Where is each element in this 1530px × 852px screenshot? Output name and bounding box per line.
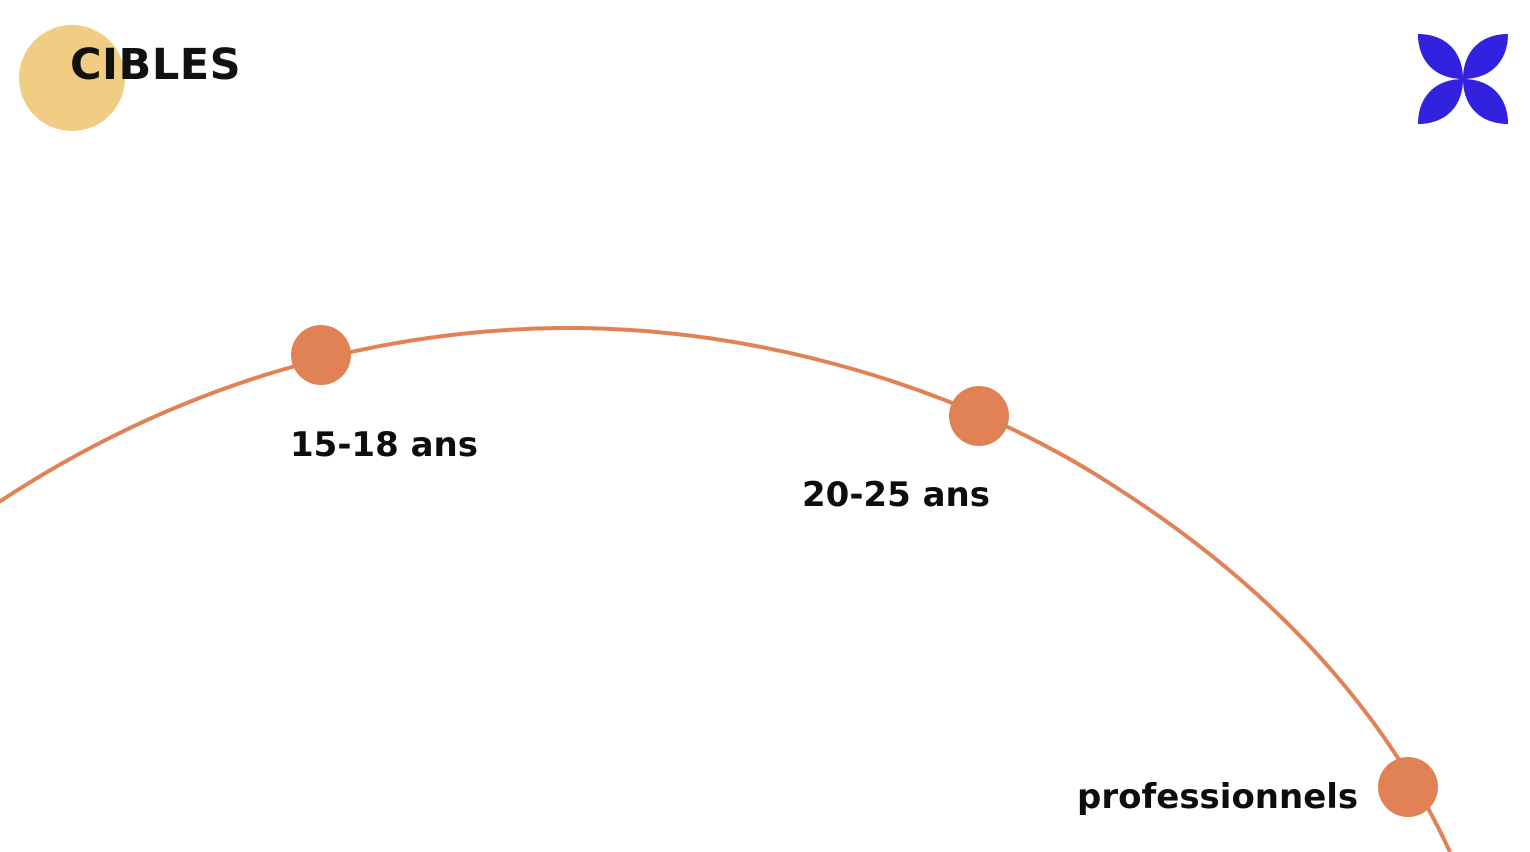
slide-title: CIBLES: [70, 40, 242, 90]
title-accent-circle: [19, 25, 125, 131]
timeline-label-20-25: 20-25 ans: [802, 475, 990, 515]
flower-logo-icon: [1418, 34, 1508, 124]
timeline-node-professionnels: [1378, 757, 1438, 817]
timeline-label-professionnels: professionnels: [1077, 777, 1359, 817]
timeline-arc: [0, 325, 1452, 852]
timeline-node-15-18: [291, 325, 351, 385]
timeline-label-15-18: 15-18 ans: [290, 425, 478, 465]
timeline-node-20-25: [949, 386, 1009, 446]
